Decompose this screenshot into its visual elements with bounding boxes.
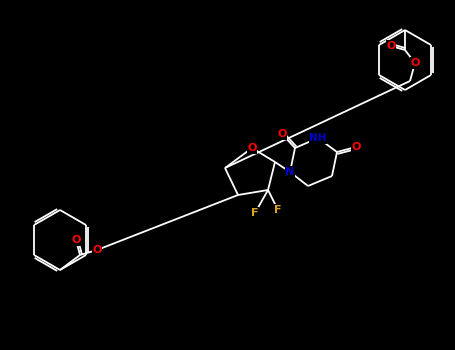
Text: O: O — [92, 245, 101, 255]
Text: F: F — [274, 205, 282, 215]
Text: O: O — [410, 58, 420, 68]
Text: F: F — [251, 208, 259, 218]
Text: NH: NH — [309, 133, 327, 143]
Text: O: O — [351, 142, 361, 152]
Text: O: O — [248, 143, 257, 153]
Text: O: O — [386, 41, 396, 51]
Text: O: O — [277, 129, 287, 139]
Text: N: N — [285, 167, 295, 177]
Text: O: O — [71, 235, 81, 245]
